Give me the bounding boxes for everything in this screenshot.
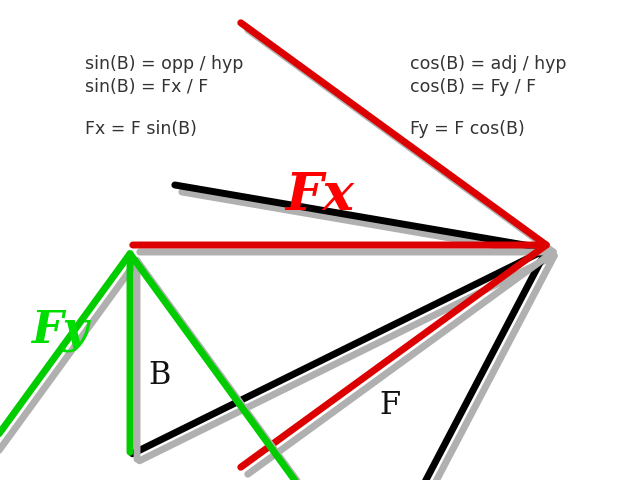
Text: cos(B) = Fy / F: cos(B) = Fy / F (410, 78, 536, 96)
Text: Fx: Fx (285, 169, 355, 220)
Text: cos(B) = adj / hyp: cos(B) = adj / hyp (410, 55, 566, 73)
Text: B: B (149, 360, 171, 391)
Text: Fy: Fy (31, 309, 89, 351)
Text: sin(B) = opp / hyp: sin(B) = opp / hyp (85, 55, 243, 73)
Text: Fx = F sin(B): Fx = F sin(B) (85, 120, 197, 138)
Text: Fy = F cos(B): Fy = F cos(B) (410, 120, 525, 138)
Text: sin(B) = Fx / F: sin(B) = Fx / F (85, 78, 208, 96)
Text: F: F (380, 389, 401, 420)
